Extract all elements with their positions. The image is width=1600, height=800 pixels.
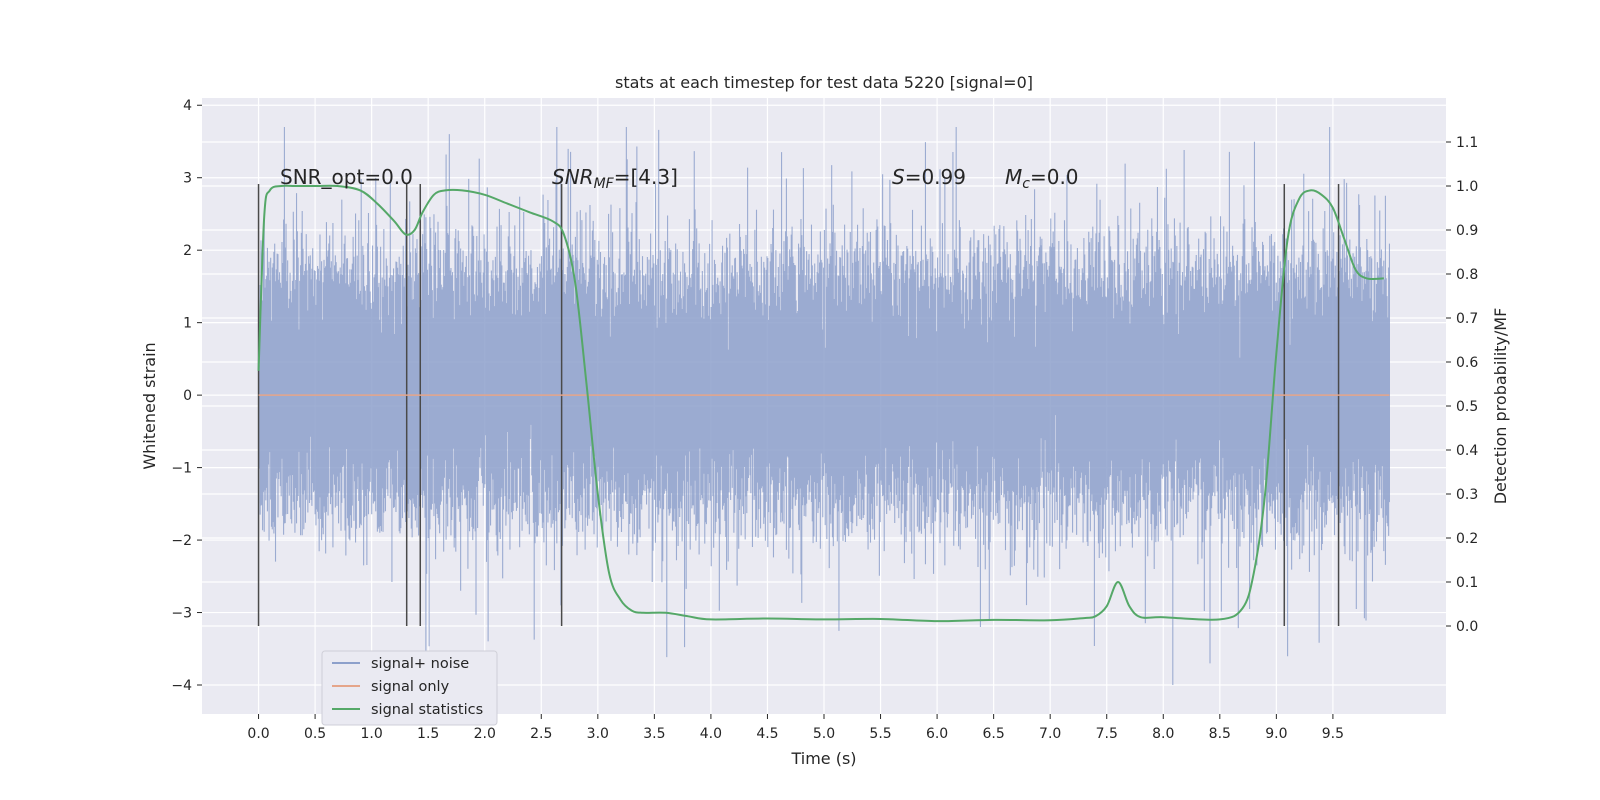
x-tick-label: 6.0 <box>926 726 948 742</box>
x-tick-label: 6.5 <box>983 726 1005 742</box>
x-axis-label: Time (s) <box>790 749 856 768</box>
x-tick-label: 8.0 <box>1152 726 1174 742</box>
annotation-mc: Mc=0.0 <box>1005 165 1079 192</box>
y-axis-label: Whitened strain <box>140 342 159 469</box>
x-tick-label: 9.0 <box>1265 726 1287 742</box>
legend-label-signal-only: signal only <box>371 679 450 695</box>
annotation-snr-opt: SNR_opt=0.0 <box>280 165 413 189</box>
x-tick-label: 3.0 <box>587 726 609 742</box>
x-tick-label: 5.5 <box>869 726 891 742</box>
y2-tick-label: 0.4 <box>1456 443 1478 459</box>
y2-tick-label: 0.5 <box>1456 399 1478 415</box>
y-tick-label: 3 <box>183 171 192 187</box>
signal-statistics-series <box>257 184 1384 623</box>
x-tick-label: 4.5 <box>756 726 778 742</box>
x-tick-label: 3.5 <box>643 726 665 742</box>
x-axis-ticks: 0.0 0.5 1.0 1.5 2.0 2.5 3.0 3.5 4.0 4.5 5.0 5.5 6.0 6… <box>247 714 1344 742</box>
y2-tick-label: 0.0 <box>1456 619 1478 635</box>
y-tick-label: 4 <box>183 98 192 114</box>
y2-tick-label: 0.8 <box>1456 267 1478 283</box>
y2-tick-label: 1.1 <box>1456 135 1478 151</box>
y2-tick-label: 0.1 <box>1456 575 1478 591</box>
legend-label-signal-statistics: signal statistics <box>371 702 483 718</box>
x-tick-label: 0.5 <box>304 726 326 742</box>
y2-tick-label: 0.7 <box>1456 311 1478 327</box>
annotation-s: S=0.99 <box>892 165 966 189</box>
y-tick-label: 2 <box>183 243 192 259</box>
y-tick-label: −1 <box>171 461 192 477</box>
event-markers <box>257 184 1340 626</box>
y-tick-label: −2 <box>171 533 192 549</box>
annotation-snr-mf: SNRMF=[4.3] <box>552 165 678 192</box>
x-tick-label: 1.0 <box>361 726 383 742</box>
x-tick-label: 0.0 <box>247 726 269 742</box>
x-tick-label: 2.0 <box>474 726 496 742</box>
y-axis-ticks: 4 3 2 1 0 −1 −2 −3 −4 <box>171 98 202 694</box>
x-tick-label: 7.5 <box>1096 726 1118 742</box>
x-tick-label: 9.5 <box>1322 726 1344 742</box>
x-tick-label: 5.0 <box>813 726 835 742</box>
y-tick-label: −4 <box>171 678 192 694</box>
y2-tick-label: 1.0 <box>1456 179 1478 195</box>
legend-label-signal-noise: signal+ noise <box>371 656 469 672</box>
x-tick-label: 8.5 <box>1209 726 1231 742</box>
x-tick-label: 7.0 <box>1039 726 1061 742</box>
x-tick-label: 2.5 <box>530 726 552 742</box>
legend: signal+ noise signal only signal statist… <box>321 650 498 726</box>
chart-title: stats at each timestep for test data 522… <box>615 73 1033 92</box>
y-tick-label: 1 <box>183 316 192 332</box>
x-tick-label: 4.0 <box>700 726 722 742</box>
y-tick-label: 0 <box>183 388 192 404</box>
y2-tick-label: 0.9 <box>1456 223 1478 239</box>
y2-axis-label: Detection probability/MF <box>1491 308 1510 505</box>
y2-axis-ticks: 1.1 1.0 0.9 0.8 0.7 0.6 0.5 0.4 0.3 0.2 0.1 0.0 <box>1446 135 1478 635</box>
y2-tick-label: 0.2 <box>1456 531 1478 547</box>
y2-tick-label: 0.6 <box>1456 355 1478 371</box>
y2-tick-label: 0.3 <box>1456 487 1478 503</box>
legend-box <box>321 650 498 726</box>
x-tick-label: 1.5 <box>417 726 439 742</box>
y-tick-label: −3 <box>171 606 192 622</box>
